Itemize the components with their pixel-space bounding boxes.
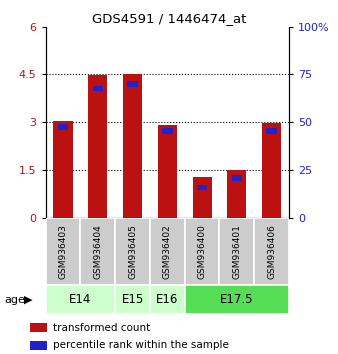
Bar <box>150 285 185 314</box>
Bar <box>150 218 185 285</box>
Text: E16: E16 <box>156 293 178 306</box>
Bar <box>123 74 142 218</box>
Text: transformed count: transformed count <box>53 323 150 333</box>
Bar <box>127 81 138 87</box>
Bar <box>58 124 68 130</box>
Text: GDS4591 / 1446474_at: GDS4591 / 1446474_at <box>92 12 246 25</box>
Bar <box>227 170 246 218</box>
Bar <box>185 285 289 314</box>
Bar <box>46 285 115 314</box>
Text: GSM936406: GSM936406 <box>267 224 276 279</box>
Bar <box>232 175 242 181</box>
Text: GSM936403: GSM936403 <box>58 224 68 279</box>
Bar <box>115 218 150 285</box>
Bar <box>266 129 277 134</box>
Bar <box>88 75 107 218</box>
Bar <box>162 129 173 134</box>
Text: GSM936400: GSM936400 <box>198 224 207 279</box>
Bar <box>262 123 281 218</box>
Bar <box>30 341 47 350</box>
Text: GSM936401: GSM936401 <box>232 224 241 279</box>
Text: GSM936404: GSM936404 <box>93 224 102 279</box>
Bar <box>115 285 150 314</box>
Text: E15: E15 <box>121 293 144 306</box>
Text: GSM936405: GSM936405 <box>128 224 137 279</box>
Bar <box>193 177 212 218</box>
Text: E14: E14 <box>69 293 92 306</box>
Bar <box>30 323 47 332</box>
Text: E17.5: E17.5 <box>220 293 254 306</box>
Bar <box>80 218 115 285</box>
Bar <box>93 86 103 91</box>
Bar <box>185 218 219 285</box>
Bar <box>53 121 73 218</box>
Bar <box>219 218 254 285</box>
Text: GSM936402: GSM936402 <box>163 224 172 279</box>
Bar <box>197 185 207 190</box>
Bar <box>254 218 289 285</box>
Text: ▶: ▶ <box>24 295 33 305</box>
Text: percentile rank within the sample: percentile rank within the sample <box>53 340 229 350</box>
Text: age: age <box>4 295 25 305</box>
Bar <box>158 125 177 218</box>
Bar <box>46 218 80 285</box>
